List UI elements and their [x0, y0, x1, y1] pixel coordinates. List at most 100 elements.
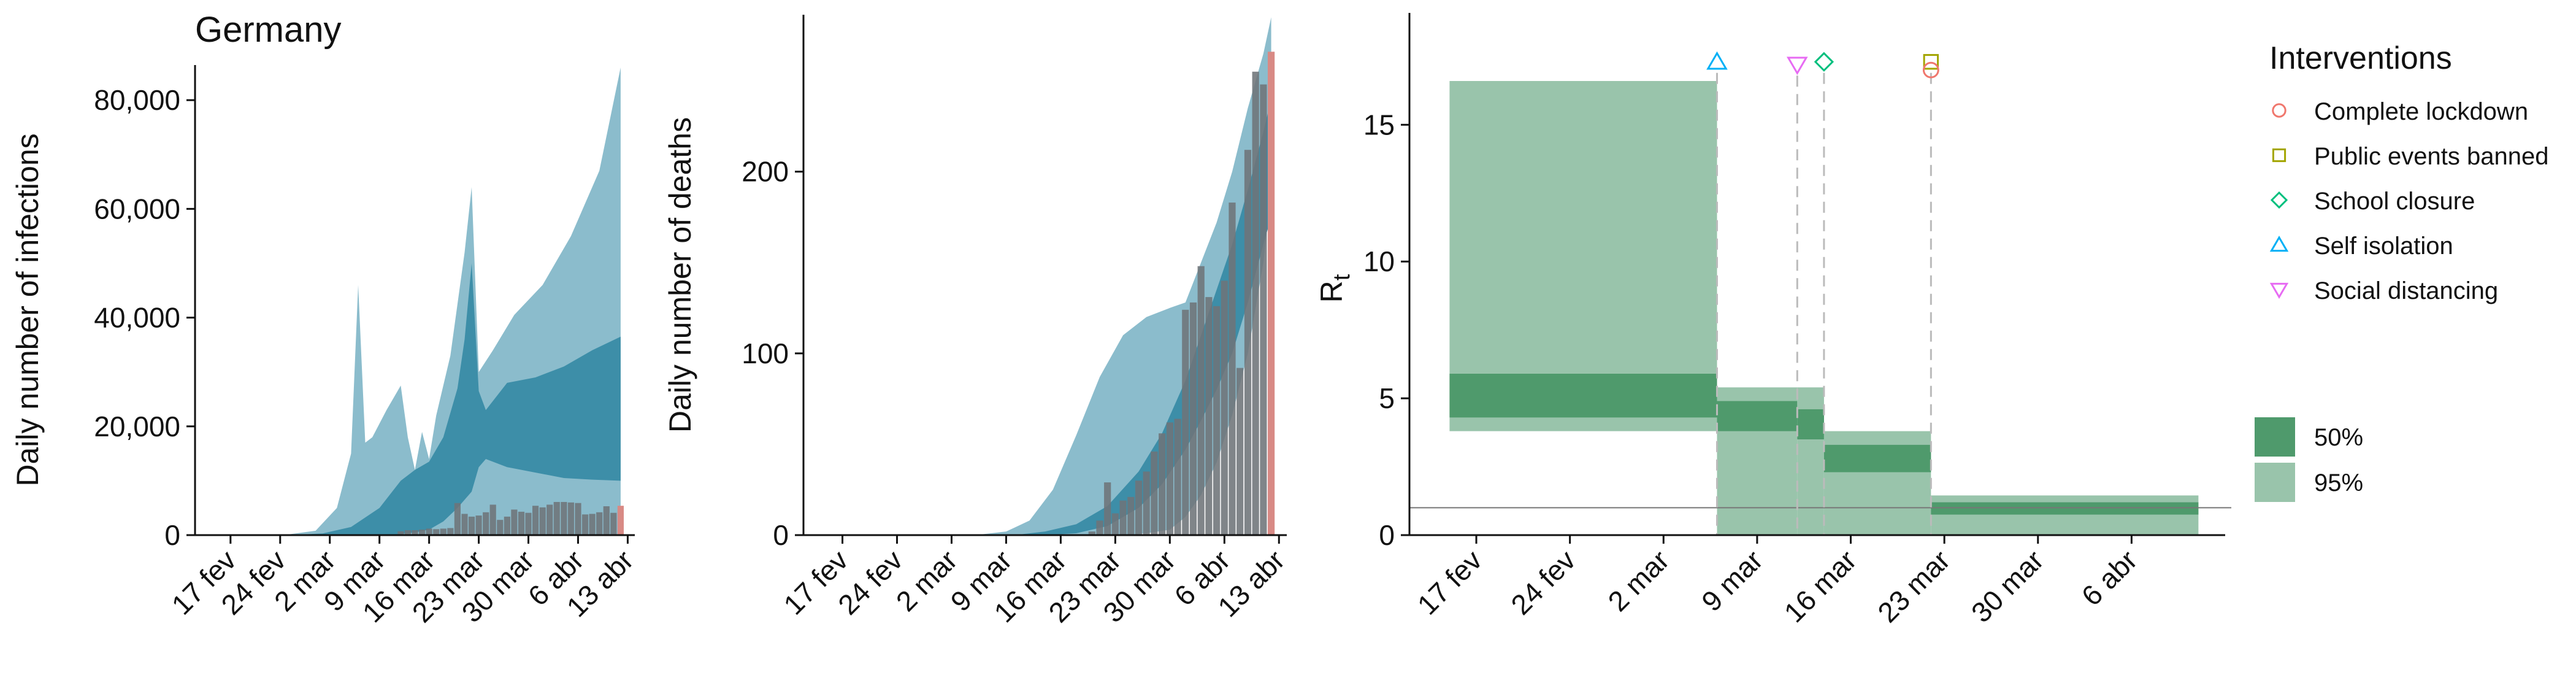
deaths-observed-bar — [1244, 150, 1252, 535]
deaths-observed-bar — [1143, 471, 1150, 535]
legend-bands: 50% 95% — [2255, 417, 2363, 502]
infections-observed-bar — [461, 514, 468, 535]
legend-label-school: School closure — [2314, 188, 2475, 215]
panel-title-germany: Germany — [195, 10, 342, 50]
infections-observed-bar — [617, 506, 624, 535]
deaths-observed-bar — [1205, 297, 1213, 535]
rt-intervention-marker-lockdown — [1922, 61, 1939, 79]
deaths-y-tick-label: 0 — [773, 519, 789, 551]
rt-x-tick-label: 16 mar — [1778, 544, 1863, 628]
infections-observed-bar — [553, 502, 560, 535]
legend-marker-lockdown — [2272, 103, 2287, 118]
rt-intervention-marker-self_isolation — [1706, 51, 1728, 70]
rt-x-tick-label: 17 fev — [1411, 544, 1488, 620]
legend-label-lockdown: Complete lockdown — [2314, 98, 2528, 125]
deaths-observed-bar — [1189, 302, 1197, 535]
rt-x-tick-label: 24 fev — [1505, 544, 1581, 620]
deaths-y-tick-label: 100 — [742, 338, 789, 369]
infections-observed-bar — [489, 504, 496, 535]
rt-x-tick-label: 2 mar — [1601, 544, 1675, 617]
infections-observed-bar — [610, 512, 617, 535]
legend-swatch-50pct — [2255, 417, 2295, 457]
deaths-observed-bar — [1111, 513, 1119, 535]
legend-band-label: 50% — [2314, 424, 2363, 451]
rt-x-tick-label: 30 mar — [1965, 544, 2050, 628]
infections-observed-bar — [440, 528, 447, 535]
rt-ci50-band — [1717, 401, 1798, 431]
deaths-y-tick-label: 200 — [742, 156, 789, 188]
infections-observed-bar — [419, 530, 426, 535]
infections-observed-bar — [447, 528, 454, 535]
infections-observed-bar — [497, 520, 504, 535]
deaths-observed-bar — [1119, 500, 1127, 535]
infections-observed-bar — [603, 506, 610, 535]
infections-observed-bar — [582, 514, 589, 535]
infections-observed-bar — [596, 512, 603, 535]
infections-ci50-band — [287, 263, 621, 535]
rt-intervention-marker-school — [1814, 52, 1834, 72]
rt-label-main: R — [1314, 280, 1349, 303]
infections-observed-bar — [525, 512, 532, 535]
infections-y-tick-label: 40,000 — [94, 302, 180, 334]
legend-marker-social_distancing — [2269, 282, 2289, 299]
infections-observed-bar — [454, 503, 461, 535]
legend-interventions-title: Interventions — [2269, 41, 2452, 76]
rt-intervention-marker-public_events — [1923, 54, 1939, 70]
deaths-x-tick-label: 2 mar — [890, 544, 964, 617]
infections-observed-bar — [397, 531, 404, 535]
infections-y-axis-title: Daily number of infections — [10, 133, 45, 486]
infections-observed-bar — [468, 516, 475, 535]
legend-interventions: Complete lockdown Public events banned Sch… — [2269, 98, 2549, 304]
deaths-x-tick-label: 24 fev — [832, 544, 908, 620]
infections-observed-bar — [546, 504, 553, 535]
deaths-observed-bar — [1166, 422, 1173, 535]
legend-label-self_isolation: Self isolation — [2314, 233, 2453, 260]
infections-observed-bar — [483, 512, 489, 535]
rt-ci50-band — [1797, 409, 1824, 439]
deaths-observed-bar — [1151, 451, 1158, 535]
rt-y-tick-label: 15 — [1363, 109, 1395, 141]
legend-band-label: 95% — [2314, 469, 2363, 496]
infections-observed-bar — [539, 507, 546, 535]
rt-intervention-marker-social_distancing — [1786, 56, 1808, 75]
rt-ci95-band — [1931, 495, 2199, 535]
deaths-observed-bar — [1127, 496, 1135, 535]
legend-marker-public_events — [2272, 148, 2287, 163]
infections-observed-bar — [426, 528, 432, 535]
deaths-y-axis-title: Daily number of deaths — [663, 117, 697, 433]
deaths-observed-bar — [1260, 84, 1267, 536]
deaths-observed-bar — [1197, 266, 1205, 535]
infections-observed-bar — [504, 516, 510, 535]
rt-x-tick-label: 9 mar — [1695, 544, 1769, 617]
rt-x-tick-label: 6 abr — [2076, 544, 2144, 612]
legend-label-social_distancing: Social distancing — [2314, 277, 2498, 304]
infections-observed-bar — [589, 514, 596, 535]
deaths-observed-bar — [1252, 71, 1259, 536]
legend-marker-school — [2270, 191, 2288, 209]
rt-ci50-band — [1449, 373, 1717, 418]
rt-ci95-band — [1449, 80, 1717, 431]
deaths-observed-bar — [1268, 52, 1275, 536]
rt-x-tick-label: 23 mar — [1871, 544, 1956, 628]
infections-observed-bar — [518, 511, 525, 535]
deaths-observed-bar — [1174, 419, 1181, 535]
infections-observed-bar — [412, 530, 418, 535]
legend-label-public_events: Public events banned — [2314, 143, 2549, 170]
deaths-observed-bar — [1104, 482, 1111, 535]
rt-y-tick-label: 0 — [1379, 519, 1395, 551]
infections-observed-bar — [567, 502, 574, 535]
rt-ci50-band — [1931, 502, 2199, 515]
infections-observed-bar — [575, 503, 581, 535]
infections-observed-bar — [532, 506, 539, 535]
deaths-observed-bar — [1159, 433, 1166, 535]
infections-y-tick-label: 20,000 — [94, 411, 180, 442]
deaths-observed-bar — [1236, 368, 1244, 535]
rt-y-tick-label: 10 — [1363, 245, 1395, 277]
infections-y-tick-label: 80,000 — [94, 84, 180, 116]
infections-observed-bar — [433, 529, 440, 535]
infections-observed-bar — [511, 509, 518, 535]
rt-y-axis-title: Rt — [1314, 274, 1355, 303]
deaths-observed-bar — [1135, 480, 1143, 535]
